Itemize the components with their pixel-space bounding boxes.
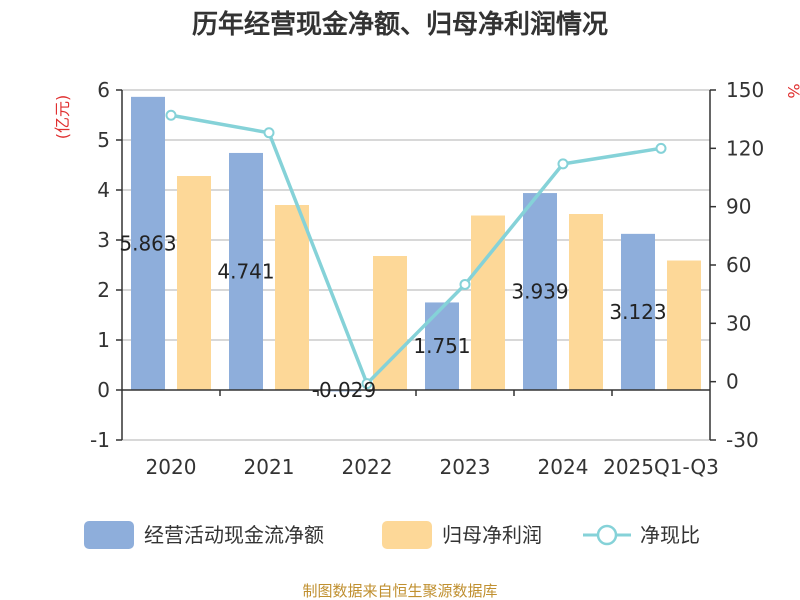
chart-title: 历年经营现金净额、归母净利润情况 <box>192 9 608 40</box>
left-tick-label: 2 <box>97 278 110 302</box>
bar-net-profit <box>177 176 211 390</box>
bars <box>131 96 701 392</box>
ratio-line <box>165 109 667 390</box>
grid <box>122 89 710 441</box>
x-tick-label: 2023 <box>440 455 491 479</box>
bar-value-label: 3.939 <box>511 280 568 304</box>
ratio-point <box>655 142 667 154</box>
legend-swatch-cashflow <box>84 521 134 549</box>
bar-net-profit <box>667 260 701 390</box>
right-tick-label: 150 <box>726 78 764 102</box>
left-tick-label: 5 <box>97 128 110 152</box>
bar-net-profit <box>275 205 309 390</box>
x-tick-label: 2024 <box>538 455 589 479</box>
right-axis-unit: % <box>784 83 800 98</box>
x-tick-label: 2022 <box>342 455 393 479</box>
axes: -1 0 1 2 3 4 5 6 -30 0 30 60 90 120 150 2020 2021 2022 202… <box>90 78 764 479</box>
right-tick-label: 60 <box>726 253 751 277</box>
legend-swatch-ratio-marker <box>596 524 618 546</box>
left-tick-label: 3 <box>97 228 110 252</box>
bar-net-profit <box>373 256 407 390</box>
ratio-point <box>165 109 177 121</box>
legend-label-cashflow: 经营活动现金流净额 <box>144 523 324 547</box>
bar-value-label: 3.123 <box>609 300 666 324</box>
bar-value-label: -0.029 <box>312 378 376 402</box>
left-tick-label: 1 <box>97 328 110 352</box>
ratio-line-path <box>170 113 662 387</box>
legend-swatch-net-profit <box>382 521 432 549</box>
x-tick-label: 2020 <box>146 455 197 479</box>
left-tick-label: 0 <box>97 378 110 402</box>
legend: 经营活动现金流净额 归母净利润 净现比 <box>84 521 700 549</box>
bar-cashflow <box>131 96 165 390</box>
left-tick-label: 4 <box>97 178 110 202</box>
legend-label-net-profit: 归母净利润 <box>442 523 542 547</box>
right-tick-label: 30 <box>726 311 751 335</box>
source-note: 制图数据来自恒生聚源数据库 <box>302 582 497 600</box>
bar-value-label: 4.741 <box>217 259 274 283</box>
left-tick-label: 6 <box>97 78 110 102</box>
x-tick-label: 2025Q1-Q3 <box>603 455 719 479</box>
bar-cashflow <box>523 193 557 390</box>
left-axis-unit: (亿元) <box>53 95 72 140</box>
bar-labels: 5.863 4.741 -0.029 1.751 3.939 3.123 <box>119 231 666 402</box>
ratio-point <box>361 378 373 390</box>
right-tick-label: 0 <box>726 370 739 394</box>
ratio-point <box>263 127 275 139</box>
legend-label-ratio: 净现比 <box>640 523 700 547</box>
right-tick-label: 120 <box>726 136 764 160</box>
ratio-point <box>459 278 471 290</box>
bar-cashflow <box>621 233 655 390</box>
bar-value-label: 5.863 <box>119 231 176 255</box>
bar-net-profit <box>569 214 603 390</box>
right-tick-label: 90 <box>726 195 751 219</box>
bar-cashflow <box>229 152 263 390</box>
x-tick-label: 2021 <box>244 455 295 479</box>
ratio-point <box>557 158 569 170</box>
bar-value-label: 1.751 <box>413 334 470 358</box>
left-tick-label: -1 <box>90 428 110 452</box>
right-tick-label: -30 <box>726 428 759 452</box>
